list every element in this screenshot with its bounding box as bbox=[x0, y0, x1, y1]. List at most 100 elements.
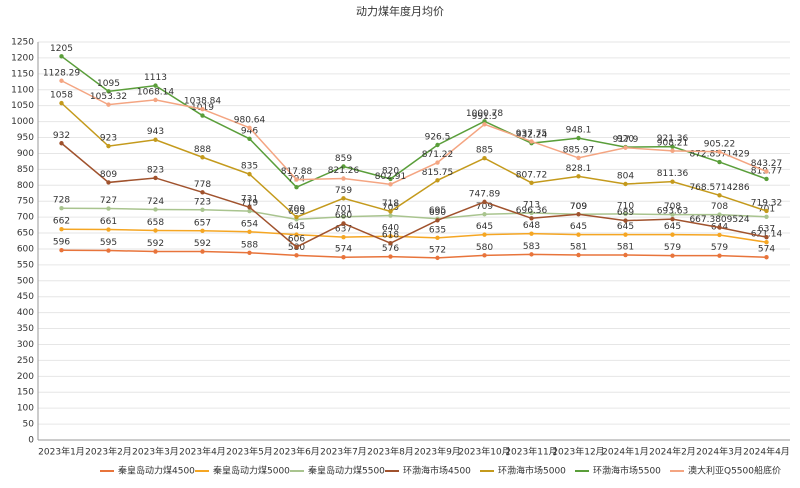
legend-label: 秦皇岛动力煤5500 bbox=[308, 465, 385, 477]
x-tick-label: 2024年1月 bbox=[602, 446, 649, 458]
data-point bbox=[670, 253, 675, 258]
data-point bbox=[529, 216, 534, 221]
data-label: 645 bbox=[570, 222, 587, 232]
data-label: 708 bbox=[664, 202, 681, 212]
data-label: 574 bbox=[335, 245, 352, 255]
data-label: 885.97 bbox=[563, 145, 595, 155]
data-label: 708 bbox=[711, 202, 728, 212]
data-label: 923 bbox=[100, 134, 117, 144]
data-point bbox=[529, 231, 534, 236]
data-label: 802.91 bbox=[375, 172, 407, 182]
y-tick-label: 900 bbox=[17, 149, 34, 159]
data-point bbox=[388, 176, 393, 182]
data-point bbox=[106, 227, 111, 232]
x-tick-label: 2023年3月 bbox=[132, 446, 179, 458]
y-tick-label: 650 bbox=[17, 229, 34, 239]
data-point bbox=[153, 83, 158, 88]
y-tick-label: 700 bbox=[17, 213, 34, 223]
data-label: 661 bbox=[100, 217, 117, 227]
data-label: 888 bbox=[194, 145, 211, 155]
data-point bbox=[717, 232, 722, 238]
data-label: 724 bbox=[147, 197, 164, 207]
data-label: 696.36 bbox=[516, 206, 548, 216]
data-label: 719.32 bbox=[751, 198, 783, 208]
data-label: 576 bbox=[382, 244, 399, 254]
data-label: 1038.84 bbox=[184, 97, 221, 107]
legend-label: 澳大利亚Q5500船底价 bbox=[688, 465, 781, 477]
data-point bbox=[59, 227, 64, 232]
data-label: 693 bbox=[288, 207, 305, 217]
data-point bbox=[670, 232, 675, 237]
data-label: 581 bbox=[570, 243, 587, 253]
y-tick-label: 200 bbox=[17, 372, 34, 382]
data-label: 1000.78 bbox=[466, 109, 503, 119]
data-label: 932.24 bbox=[516, 131, 548, 141]
data-label: 606 bbox=[288, 235, 305, 245]
legend-label: 环渤海市场5500 bbox=[593, 465, 661, 477]
data-label: 948.1 bbox=[566, 126, 592, 136]
data-point bbox=[59, 141, 64, 146]
data-label: 583 bbox=[523, 242, 540, 252]
data-label: 811.36 bbox=[657, 169, 689, 179]
data-point bbox=[623, 181, 628, 187]
data-label: 917.9 bbox=[613, 135, 639, 145]
x-tick-label: 2023年2月 bbox=[85, 446, 132, 458]
data-label: 718 bbox=[382, 199, 399, 209]
data-point bbox=[576, 155, 581, 161]
data-point bbox=[153, 228, 158, 233]
data-point bbox=[435, 218, 440, 223]
data-label: 859 bbox=[335, 154, 352, 164]
data-label: 713 bbox=[523, 200, 540, 210]
series-line bbox=[61, 249, 767, 259]
data-point bbox=[764, 234, 769, 240]
data-point bbox=[529, 252, 534, 257]
data-point bbox=[341, 196, 346, 201]
data-point bbox=[670, 144, 675, 149]
data-point bbox=[341, 255, 346, 260]
y-tick-label: 100 bbox=[17, 404, 34, 414]
data-label: 662 bbox=[53, 217, 70, 227]
series-line bbox=[61, 142, 767, 248]
data-point bbox=[435, 255, 440, 261]
x-tick-label: 2024年3月 bbox=[696, 446, 743, 458]
data-point bbox=[247, 125, 252, 130]
data-label: 807.72 bbox=[516, 170, 548, 180]
data-point bbox=[670, 148, 675, 154]
data-point bbox=[341, 221, 346, 226]
y-tick-label: 350 bbox=[17, 324, 34, 334]
data-point bbox=[576, 174, 581, 179]
data-label: 885 bbox=[476, 146, 493, 156]
y-tick-label: 0 bbox=[28, 436, 34, 446]
data-label: 1068.14 bbox=[137, 87, 174, 97]
data-label: 820 bbox=[382, 166, 399, 176]
series-line bbox=[61, 80, 767, 186]
data-point bbox=[388, 241, 393, 246]
data-point bbox=[153, 249, 158, 254]
data-point bbox=[294, 232, 299, 237]
data-label: 828.1 bbox=[566, 164, 592, 174]
data-point bbox=[623, 145, 628, 150]
data-point bbox=[247, 205, 252, 210]
data-label: 693.63 bbox=[657, 207, 689, 217]
data-point bbox=[764, 208, 769, 214]
y-tick-label: 600 bbox=[17, 244, 34, 254]
data-point bbox=[59, 54, 64, 59]
data-label: 595 bbox=[100, 238, 117, 248]
data-label: 635 bbox=[429, 225, 446, 235]
data-point bbox=[435, 160, 440, 165]
data-point bbox=[388, 182, 393, 187]
data-label: 905.22 bbox=[704, 139, 736, 149]
data-point bbox=[529, 210, 534, 216]
y-tick-label: 1050 bbox=[11, 101, 34, 111]
data-label: 695 bbox=[429, 206, 446, 216]
y-tick-label: 1150 bbox=[11, 69, 34, 79]
y-tick-label: 300 bbox=[17, 340, 34, 350]
data-label: 709 bbox=[570, 202, 587, 212]
series-line bbox=[61, 55, 767, 189]
data-label: 579 bbox=[711, 243, 728, 253]
data-label: 618 bbox=[382, 231, 399, 241]
data-point bbox=[341, 176, 346, 181]
data-label: 872.8571429 bbox=[689, 150, 749, 160]
data-label: 815.75 bbox=[422, 168, 454, 178]
